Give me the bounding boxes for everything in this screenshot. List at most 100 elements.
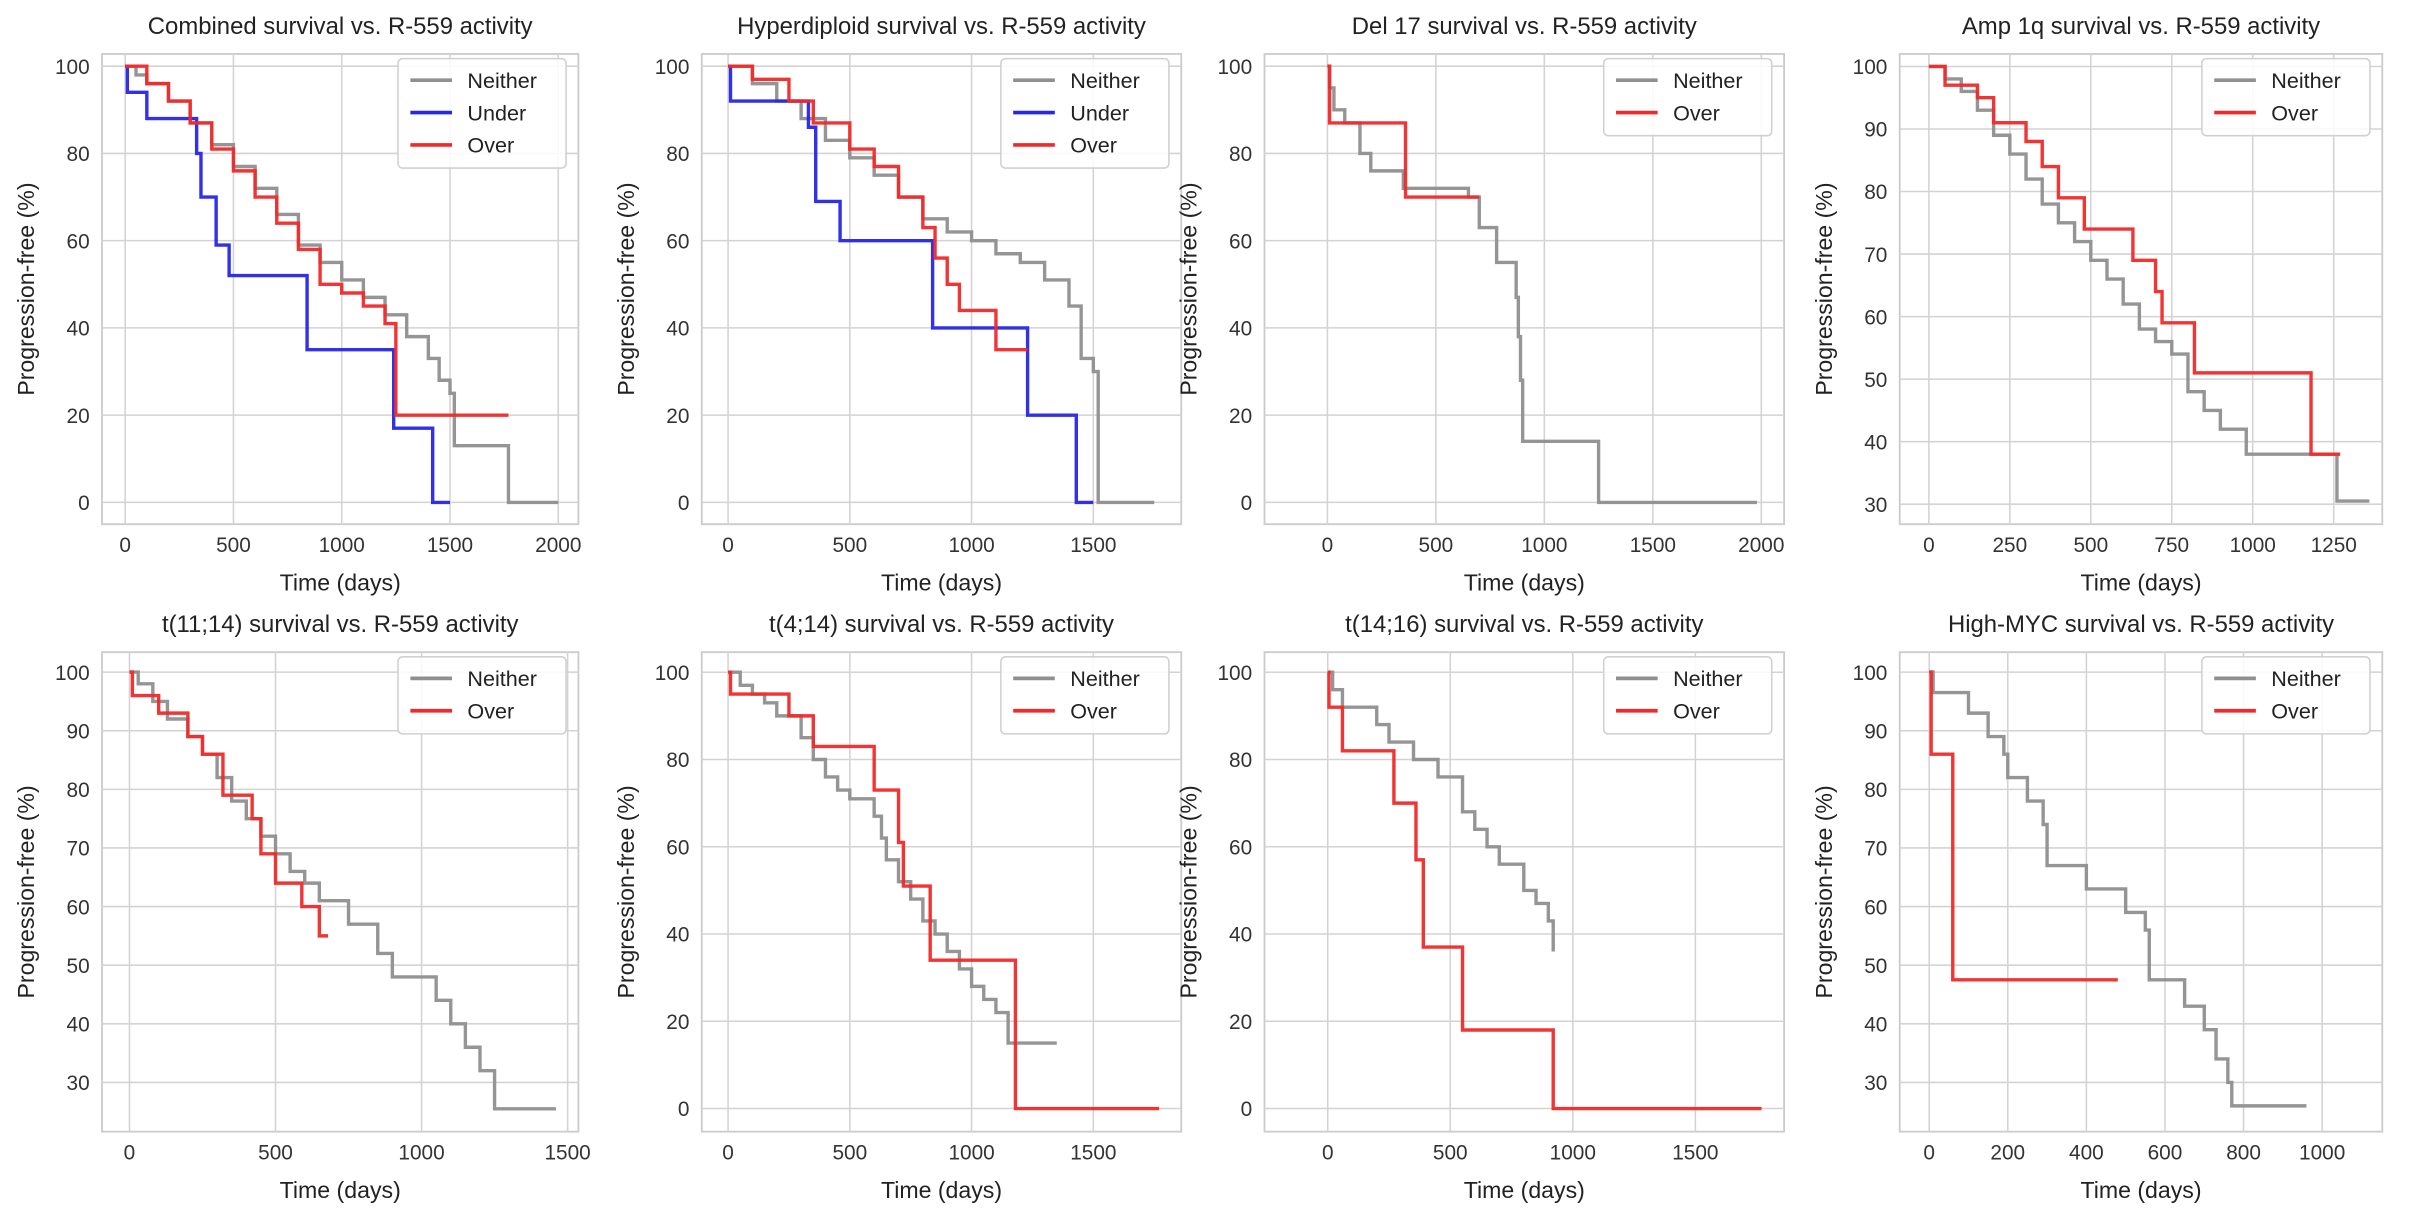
y-tick-label: 20 <box>1229 405 1252 428</box>
y-tick-label: 90 <box>67 720 90 743</box>
legend-label: Over <box>467 698 514 723</box>
x-tick-label: 600 <box>2148 1141 2183 1164</box>
x-tick-label: 1250 <box>2311 534 2357 557</box>
y-tick-label: 100 <box>1217 662 1252 685</box>
y-tick-label: 60 <box>666 836 689 859</box>
x-tick-label: 0 <box>124 1141 136 1164</box>
chart-title: Combined survival vs. R-559 activity <box>148 13 533 40</box>
y-tick-label: 80 <box>666 143 689 166</box>
x-tick-label: 0 <box>119 534 131 557</box>
legend-label: Neither <box>467 666 537 691</box>
legend-label: Over <box>467 133 514 158</box>
y-tick-label: 100 <box>1853 56 1888 79</box>
survival-curve <box>1327 64 1480 199</box>
survival-curve <box>728 64 1094 505</box>
y-tick-label: 80 <box>1864 181 1887 204</box>
y-tick-label: 40 <box>1864 1014 1887 1037</box>
legend-label: Under <box>467 100 526 125</box>
survival-curve <box>728 670 1057 1045</box>
x-tick-label: 1000 <box>1521 534 1567 557</box>
y-tick-label: 60 <box>1229 230 1252 253</box>
x-tick-label: 800 <box>2226 1141 2261 1164</box>
x-tick-label: 500 <box>1419 534 1454 557</box>
legend-box <box>1602 57 1773 137</box>
x-tick-label: 1000 <box>948 1141 994 1164</box>
x-tick-label: 1000 <box>398 1141 444 1164</box>
x-tick-label: 400 <box>2069 1141 2104 1164</box>
x-tick-label: 0 <box>1923 534 1935 557</box>
survival-curve <box>728 670 1160 1111</box>
survival-curve <box>1929 670 2307 1108</box>
x-tick-label: 1500 <box>544 1141 590 1164</box>
y-tick-label: 40 <box>666 924 689 947</box>
survival-curve <box>728 64 1028 352</box>
chart-title: High-MYC survival vs. R-559 activity <box>1948 611 2334 638</box>
y-tick-label: 100 <box>55 662 90 685</box>
legend-label: Neither <box>2271 68 2341 93</box>
y-tick-label: 0 <box>1241 492 1253 515</box>
y-tick-label: 90 <box>1864 720 1887 743</box>
survival-curve <box>125 64 451 505</box>
y-tick-label: 80 <box>1864 779 1887 802</box>
x-tick-label: 1500 <box>1630 534 1676 557</box>
x-tick-label: 2000 <box>535 534 581 557</box>
legend-label: Neither <box>467 68 537 93</box>
y-tick-label: 100 <box>655 56 690 79</box>
y-tick-label: 80 <box>1229 749 1252 772</box>
x-tick-label: 0 <box>722 1141 734 1164</box>
y-tick-label: 30 <box>1864 1072 1887 1095</box>
x-tick-label: 500 <box>258 1141 293 1164</box>
legend-box <box>1000 656 1170 735</box>
y-tick-label: 70 <box>1864 244 1887 267</box>
x-tick-label: 500 <box>832 1141 867 1164</box>
legend-box <box>1602 656 1773 735</box>
y-tick-label: 80 <box>1229 143 1252 166</box>
x-tick-label: 500 <box>832 534 867 557</box>
x-axis-label: Time (days) <box>280 569 401 595</box>
y-tick-label: 100 <box>1853 662 1888 685</box>
y-tick-label: 0 <box>78 492 90 515</box>
x-tick-label: 1000 <box>2299 1141 2345 1164</box>
y-tick-label: 20 <box>67 405 90 428</box>
x-axis-label: Time (days) <box>881 569 1002 595</box>
x-tick-label: 1500 <box>1070 1141 1116 1164</box>
y-tick-label: 30 <box>1864 494 1887 517</box>
y-axis-label: Progression-free (%) <box>1811 785 1837 998</box>
y-tick-label: 60 <box>67 896 90 919</box>
survival-curve <box>1929 670 2118 982</box>
y-tick-label: 0 <box>1241 1098 1253 1121</box>
y-tick-label: 80 <box>666 749 689 772</box>
y-axis-label: Progression-free (%) <box>13 182 39 395</box>
y-tick-label: 90 <box>1864 119 1887 142</box>
y-tick-label: 70 <box>67 838 90 861</box>
y-tick-label: 20 <box>1229 1011 1252 1034</box>
chart-title: t(11;14) survival vs. R-559 activity <box>162 611 519 638</box>
chart-title: t(14;16) survival vs. R-559 activity <box>1345 611 1703 638</box>
legend-label: Neither <box>2271 666 2341 691</box>
y-tick-label: 30 <box>67 1072 90 1095</box>
x-tick-label: 0 <box>1923 1141 1935 1164</box>
y-axis-label: Progression-free (%) <box>613 785 639 998</box>
y-tick-label: 40 <box>1229 924 1252 947</box>
x-tick-label: 1500 <box>1070 534 1116 557</box>
x-tick-label: 250 <box>1992 534 2027 557</box>
y-tick-label: 0 <box>678 1098 690 1121</box>
y-tick-label: 40 <box>67 1014 90 1037</box>
y-tick-label: 40 <box>666 318 689 341</box>
legend-label: Under <box>1070 100 1129 125</box>
legend-box <box>1000 57 1170 169</box>
legend-label: Over <box>1673 698 1720 723</box>
y-tick-label: 40 <box>67 318 90 341</box>
x-axis-label: Time (days) <box>1464 569 1585 595</box>
chart-title: Del 17 survival vs. R-559 activity <box>1352 13 1697 40</box>
legend-label: Over <box>1673 100 1720 125</box>
y-tick-label: 40 <box>1229 318 1252 341</box>
y-axis-label: Progression-free (%) <box>13 785 39 998</box>
x-tick-label: 500 <box>216 534 251 557</box>
y-tick-label: 60 <box>1229 836 1252 859</box>
survival-curve <box>125 64 509 417</box>
legend-box <box>2201 656 2371 735</box>
x-tick-label: 1500 <box>427 534 473 557</box>
